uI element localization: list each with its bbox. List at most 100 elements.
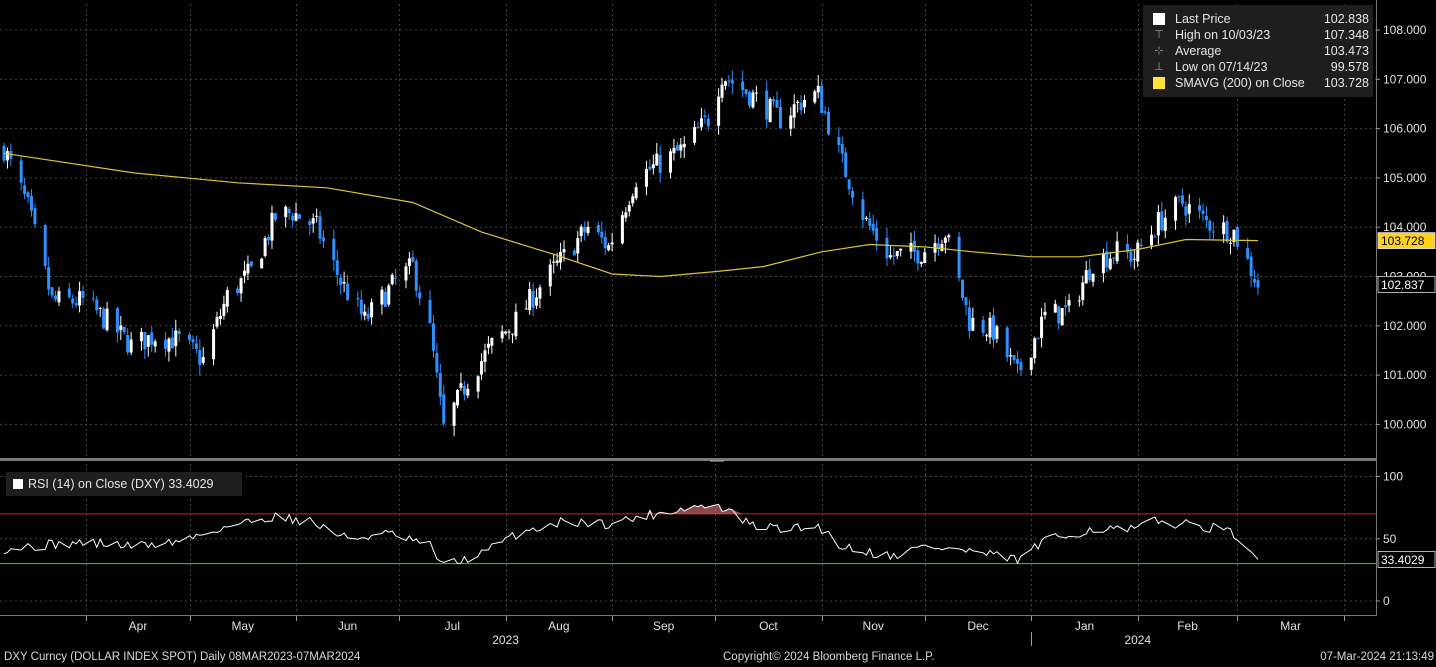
candle-body	[765, 90, 769, 120]
candle-body	[177, 330, 181, 335]
down-candle	[143, 331, 147, 360]
candle-body	[754, 92, 758, 94]
down-candle	[126, 328, 130, 355]
candle-body	[772, 99, 776, 102]
up-candle	[1040, 307, 1044, 348]
up-candle	[620, 210, 624, 245]
candle-body	[2, 145, 6, 161]
up-candle	[387, 283, 391, 307]
candle-body	[246, 263, 250, 274]
legend-value: 102.838	[1323, 12, 1369, 26]
down-candle	[1180, 188, 1184, 207]
down-candle	[1129, 247, 1133, 268]
down-candle	[844, 147, 848, 178]
candle-body	[452, 402, 456, 426]
up-candle	[634, 182, 638, 201]
legend-label: Average	[1175, 44, 1222, 58]
down-candle	[411, 250, 415, 263]
up-candle	[222, 295, 226, 320]
candle-body	[789, 115, 793, 129]
up-candle	[985, 333, 989, 342]
candle-body	[967, 307, 971, 332]
candle-body	[291, 215, 295, 221]
candle-body	[507, 331, 511, 333]
rsi-last-tag-box	[1377, 551, 1436, 568]
down-candle	[775, 91, 779, 108]
candle-body	[947, 235, 951, 238]
down-candle	[318, 210, 322, 245]
down-candle	[95, 296, 99, 315]
candle-body	[1249, 256, 1253, 277]
candle-body	[363, 311, 367, 316]
candle-body	[1125, 244, 1129, 253]
candle-body	[33, 208, 37, 225]
last-price-tag-box	[1377, 275, 1436, 293]
candle-body	[81, 291, 85, 298]
up-candle	[552, 253, 556, 274]
candle-body	[1115, 241, 1119, 262]
candle-body	[528, 288, 532, 311]
candle-body	[861, 199, 865, 221]
legend-label: Low on 07/14/23	[1175, 60, 1268, 74]
up-candle	[370, 298, 374, 325]
down-candle	[50, 286, 54, 299]
down-candle	[703, 109, 707, 124]
x-month-label: Aug	[548, 619, 569, 633]
up-candle	[1108, 251, 1112, 271]
rsi-tick-label: 0	[1383, 594, 1390, 608]
down-candle	[273, 212, 277, 223]
up-candle	[624, 207, 628, 222]
up-candle	[792, 94, 796, 129]
up-candle	[342, 271, 346, 293]
rsi-tick-label: 50	[1383, 532, 1397, 546]
candle-body	[1101, 253, 1105, 274]
up-candle	[723, 80, 727, 90]
up-candle	[802, 95, 806, 114]
up-candle	[507, 329, 511, 340]
down-candle	[820, 80, 824, 114]
x-month-label: Sep	[653, 619, 675, 633]
down-candle	[335, 249, 339, 286]
candle-body	[995, 326, 999, 339]
candle-body	[792, 104, 796, 118]
candle-body	[675, 145, 679, 151]
up-candle	[754, 85, 758, 102]
down-candle	[177, 328, 181, 342]
up-candle	[514, 303, 518, 340]
up-candle	[404, 262, 408, 289]
rsi-legend: RSI (14) on Close (DXY) 33.4029	[6, 472, 242, 496]
candle-body	[868, 218, 872, 227]
candle-body	[871, 223, 875, 231]
candle-body	[682, 143, 686, 148]
down-candle	[188, 332, 192, 345]
price-tick-label: 108.000	[1383, 23, 1427, 37]
price-tick-label: 100.000	[1383, 417, 1427, 431]
up-candle	[610, 232, 614, 252]
down-candle	[1249, 252, 1253, 287]
candle-body	[538, 287, 542, 299]
down-candle	[198, 339, 202, 376]
down-candle	[744, 88, 748, 98]
candle-body	[74, 303, 78, 306]
up-candle	[1067, 294, 1071, 313]
candle-body	[658, 154, 662, 173]
up-candle	[1009, 347, 1013, 366]
candle-body	[596, 225, 600, 233]
x-year-label: 2023	[492, 633, 519, 647]
candle-body	[139, 331, 143, 342]
candle-body	[1040, 316, 1044, 339]
candle-body	[456, 389, 460, 406]
candle-body	[380, 289, 384, 305]
candle-body	[346, 283, 350, 300]
up-candle	[651, 154, 655, 175]
up-candle	[1163, 209, 1167, 239]
down-candle	[1160, 201, 1164, 232]
down-candle	[964, 296, 968, 316]
candle-body	[607, 245, 611, 251]
down-candle	[840, 136, 844, 163]
down-candle	[1012, 354, 1016, 364]
footer-security: DXY Curncy (DOLLAR INDEX SPOT) Daily 08M…	[4, 651, 361, 663]
x-month-label: Jul	[445, 619, 460, 633]
down-candle	[1225, 216, 1229, 244]
down-candle	[332, 229, 336, 272]
